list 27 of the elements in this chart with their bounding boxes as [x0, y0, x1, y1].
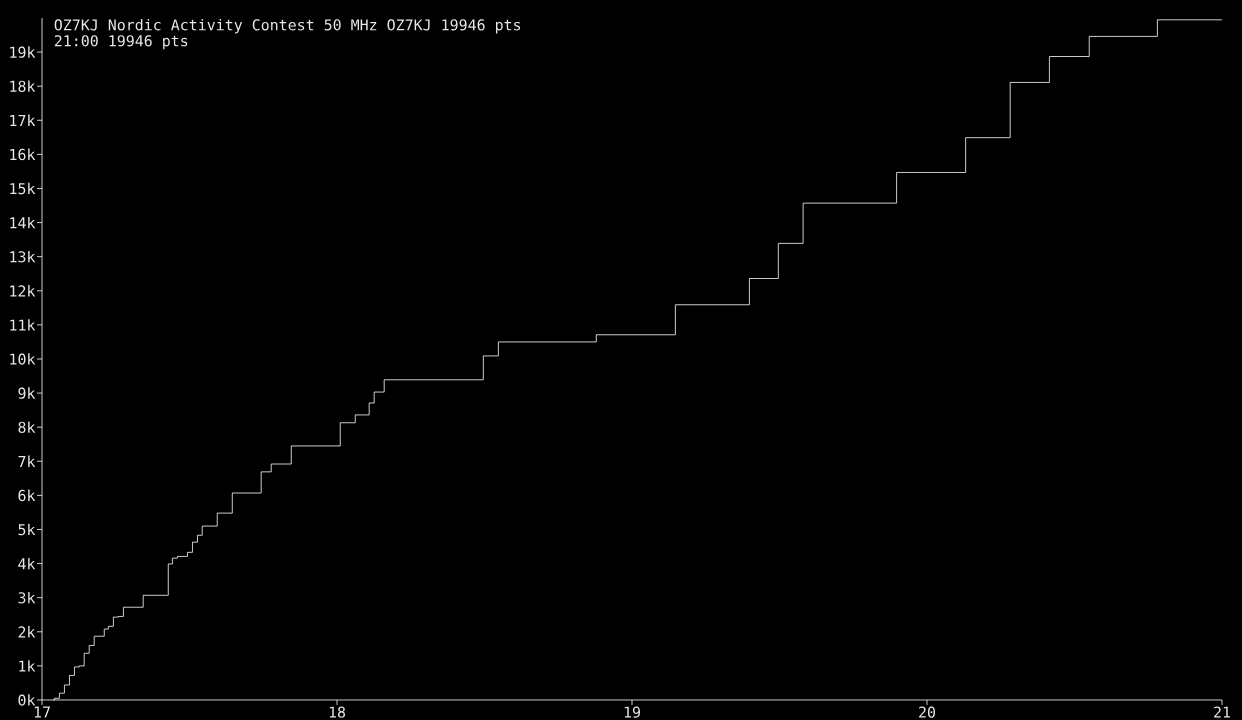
y-tick-label: 14k — [10, 216, 36, 229]
y-tick-label: 19k — [10, 46, 36, 58]
x-tick-label: 17 — [34, 706, 50, 718]
text: 21:00 19946 pts — [54, 35, 188, 50]
y-tick-label: 7k — [18, 455, 36, 467]
y-tick-label: 5k — [18, 523, 36, 536]
y-tick-label: 4k — [18, 557, 36, 570]
y-tick-label: 0k — [18, 694, 36, 706]
y-tick-label: 2k — [18, 626, 36, 638]
y-tick-label: 15k — [10, 182, 36, 195]
y-tick-label: 12k — [10, 285, 36, 297]
y-tick-label: 9k — [18, 387, 36, 399]
chart-title: OZ7KJ Nordic Activity Contest 50 MHz OZ7KJ 19946 pts — [54, 18, 521, 34]
y-tick-label: 10k — [10, 353, 36, 365]
y-tick-label: 18k — [10, 80, 36, 92]
y-tick-label: 1k — [19, 660, 36, 672]
x-tick-label: 19 — [624, 706, 640, 718]
y-tick-label: 6k — [18, 489, 36, 502]
x-tick-label: 20 — [919, 706, 936, 718]
x-tick-label: 21 — [1214, 706, 1230, 718]
y-tick-label: 3k — [18, 591, 36, 604]
y-tick-label: 13k — [10, 250, 36, 263]
y-tick-label: 16k — [10, 148, 36, 161]
y-tick-label: 11k — [10, 319, 36, 331]
y-tick-label: 17k — [10, 114, 36, 126]
x-tick-label: 18 — [329, 706, 346, 718]
y-tick-label: 8k — [18, 421, 36, 433]
